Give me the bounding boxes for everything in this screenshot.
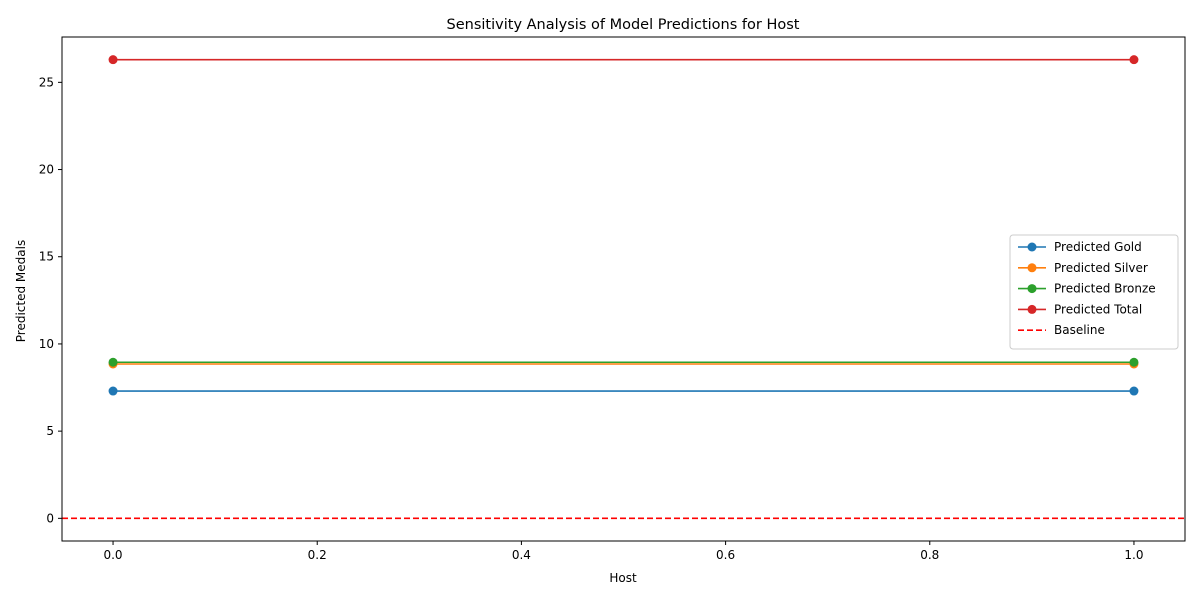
legend-label: Predicted Silver [1054,261,1148,275]
data-point-predicted-gold [108,386,118,396]
legend-label: Predicted Gold [1054,240,1142,254]
x-tick-label: 0.8 [920,548,939,562]
plot-frame [61,36,1186,542]
x-tick-label: 0.6 [716,548,735,562]
data-point-predicted-gold [1129,386,1139,396]
x-tick-label: 0.2 [308,548,327,562]
data-point-predicted-total [1129,55,1139,65]
x-axis-label: Host [609,571,637,585]
legend: Predicted Gold Predicted Silver Predicted … [1009,234,1179,350]
legend-marker [1027,263,1037,273]
x-tick-label: 1.0 [1124,548,1143,562]
chart-title: Sensitivity Analysis of Model Prediction… [447,17,800,33]
plot-area [62,55,1185,520]
legend-label: Predicted Bronze [1054,282,1156,296]
y-tick-label: 20 [39,163,54,177]
x-tick-label: 0.0 [103,548,122,562]
data-point-predicted-bronze [1129,357,1139,367]
legend-label: Baseline [1054,323,1105,337]
legend-marker [1027,242,1037,252]
legend-marker [1027,284,1037,294]
y-tick-label: 15 [39,250,54,264]
y-tick-label: 0 [46,511,54,525]
y-tick-label: 10 [39,337,54,351]
y-tick-label: 5 [46,424,54,438]
y-tick-label: 25 [39,75,54,89]
legend-label: Predicted Total [1054,302,1142,316]
x-tick-label: 0.4 [512,548,531,562]
data-point-predicted-total [108,55,118,65]
y-axis-label: Predicted Medals [14,240,28,342]
legend-box [1009,234,1179,350]
legend-marker [1027,304,1037,314]
data-point-predicted-bronze [108,357,118,367]
